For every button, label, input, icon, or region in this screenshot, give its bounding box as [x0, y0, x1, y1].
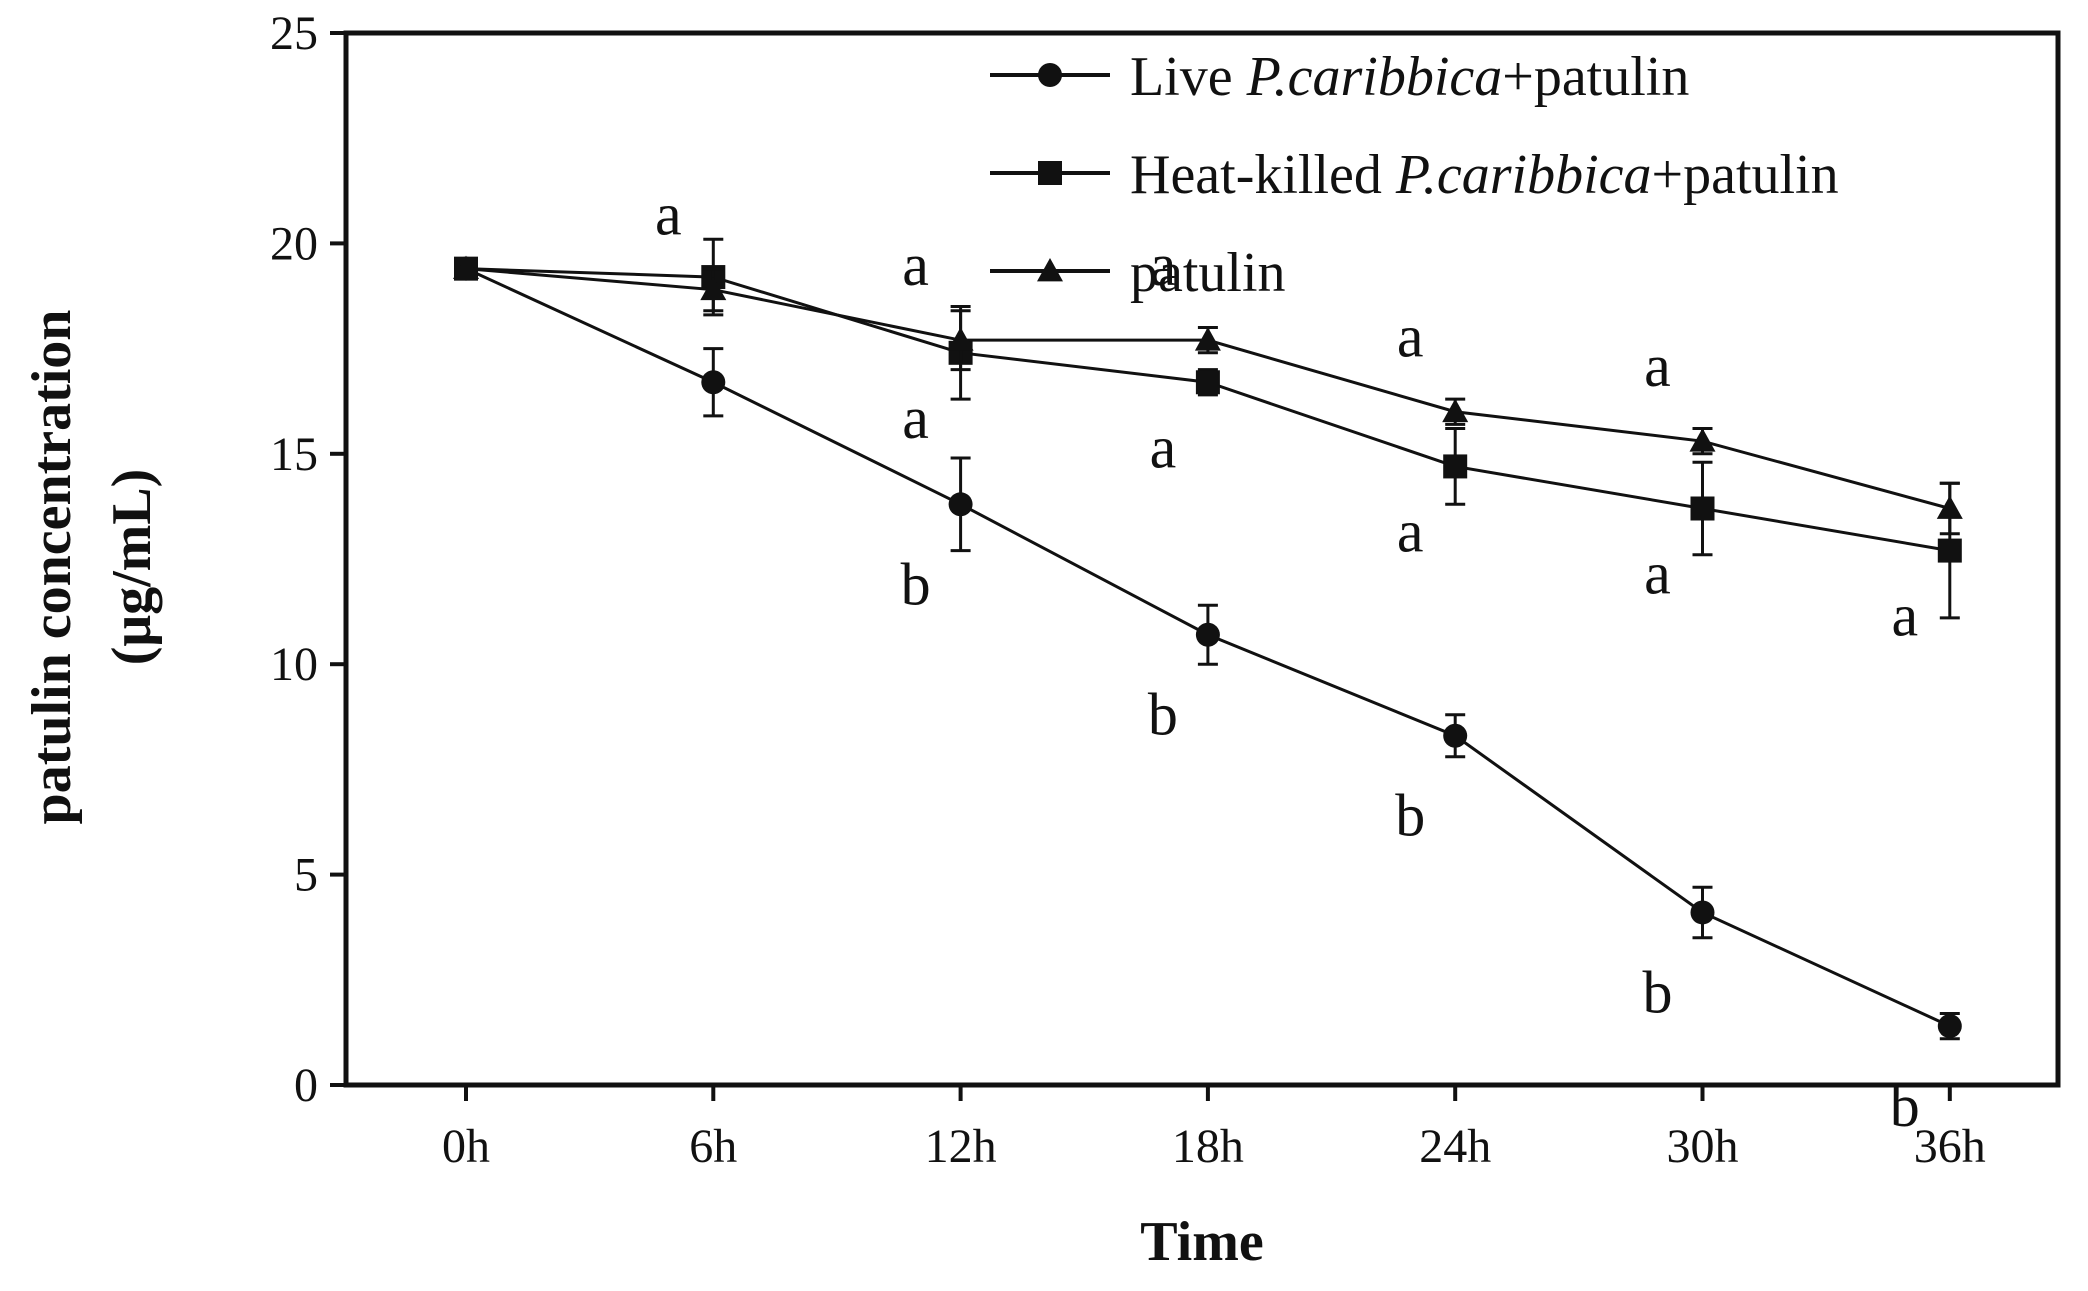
significance-letter: a	[1891, 583, 1918, 649]
legend-label: Live P.caribbica+patulin	[1130, 46, 1689, 108]
data-point-triangle	[1194, 327, 1221, 351]
y-axis-title-line2: (μg/mL)	[101, 469, 163, 666]
data-point-triangle	[1442, 398, 1469, 423]
significance-letter: a	[1150, 232, 1177, 298]
x-tick-label: 0h	[442, 1120, 490, 1173]
y-axis-title-line1: patulin concentration	[21, 310, 83, 825]
x-axis-title: Time	[1140, 1211, 1263, 1273]
data-point-circle	[1937, 1014, 1962, 1039]
y-tick-label: 25	[270, 7, 318, 60]
significance-letter: b	[1148, 682, 1178, 748]
axis-ticks: 0 5 10 15 20 25 0h 6h 12h 18h 24h 30h 36h	[270, 7, 1986, 1173]
x-tick-label: 6h	[689, 1120, 737, 1173]
significance-letter: b	[1643, 959, 1673, 1025]
data-point-circle	[948, 492, 973, 517]
legend-marker-square	[1038, 161, 1062, 185]
series-line-1	[465, 267, 1951, 553]
data-point-triangle	[700, 276, 727, 301]
significance-letter: b	[1395, 783, 1425, 849]
significance-letter: a	[902, 385, 929, 451]
data-point-circle	[1690, 900, 1715, 925]
legend: Live P.caribbica+patulin Heat-killed P.ca…	[990, 46, 1839, 304]
y-tick-label: 5	[294, 849, 318, 902]
data-point-circle	[1443, 723, 1468, 748]
y-tick-label: 10	[270, 638, 318, 691]
x-tick-label: 12h	[925, 1120, 997, 1173]
y-tick-label: 0	[294, 1059, 318, 1112]
data-point-triangle	[947, 327, 974, 351]
y-tick-label: 15	[270, 428, 318, 481]
significance-letters: b b b b b a a a a a a a a a a	[655, 182, 1920, 1139]
significance-letter: a	[655, 182, 682, 248]
legend-marker-triangle	[1037, 258, 1063, 282]
legend-label: Heat-killed P.caribbica+patulin	[1130, 144, 1839, 206]
x-tick-label: 30h	[1667, 1120, 1739, 1173]
data-point-triangle	[1689, 428, 1716, 452]
legend-marker-circle	[1038, 63, 1062, 87]
data-point-square	[1690, 496, 1715, 521]
data-point-triangle	[1936, 495, 1963, 519]
significance-letter: a	[1397, 304, 1424, 370]
significance-letter: b	[1890, 1073, 1920, 1139]
legend-label: patulin	[1130, 242, 1286, 304]
significance-letter: a	[902, 232, 929, 298]
significance-letter: a	[1644, 333, 1671, 399]
x-tick-label: 24h	[1419, 1120, 1491, 1173]
x-tick-label: 36h	[1914, 1120, 1986, 1173]
significance-letter: a	[1150, 414, 1177, 480]
data-point-square	[1443, 454, 1468, 479]
series-layer	[453, 237, 1963, 1041]
plot-frame	[343, 30, 2061, 1088]
y-tick-label: 20	[270, 217, 318, 270]
x-tick-label: 18h	[1172, 1120, 1244, 1173]
significance-letter: a	[1397, 498, 1424, 564]
data-point-square	[1937, 538, 1962, 563]
significance-letter: a	[1644, 541, 1671, 607]
data-point-circle	[701, 370, 726, 395]
data-point-square	[1195, 370, 1220, 395]
data-point-triangle	[453, 255, 479, 280]
significance-letter: b	[901, 551, 931, 617]
data-point-circle	[1195, 622, 1220, 647]
